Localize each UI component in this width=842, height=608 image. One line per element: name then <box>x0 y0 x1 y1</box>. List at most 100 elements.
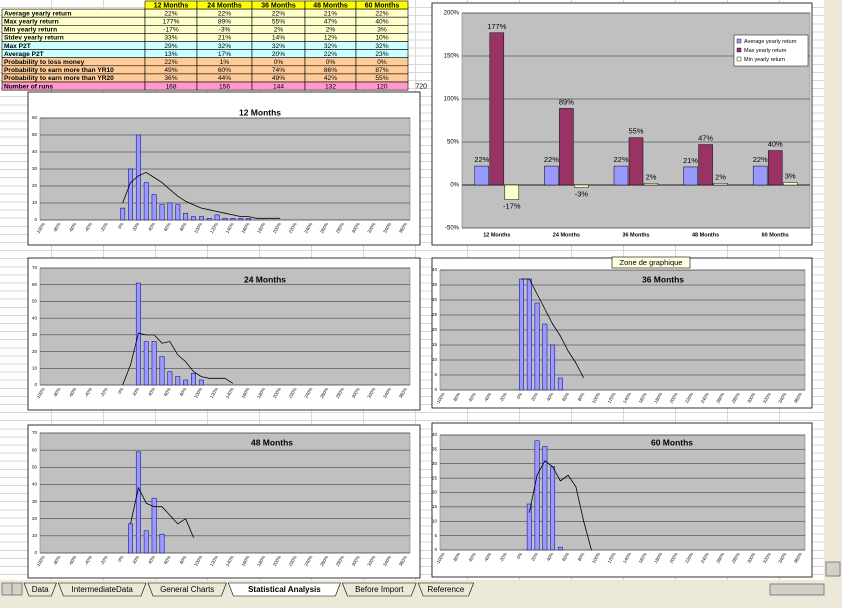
bar <box>504 184 520 200</box>
histogram-bar <box>128 168 133 221</box>
histogram-bar <box>550 344 556 391</box>
sheet-tab-label[interactable]: Statistical Analysis <box>248 585 321 594</box>
x-tick-label: 320% <box>366 222 376 234</box>
cell-value: 55% <box>375 75 388 82</box>
cell <box>355 81 409 91</box>
legend-swatch <box>736 56 742 62</box>
tab-nav-first[interactable] <box>1 582 13 596</box>
chart-title: 36 Months <box>642 274 684 284</box>
x-tick-label: 200% <box>272 555 282 567</box>
histogram-bar <box>230 218 236 221</box>
y-tick-label: 35 <box>432 447 438 452</box>
y-tick-label: 30 <box>32 332 38 337</box>
sheet-tab-label[interactable]: General Charts <box>160 585 214 594</box>
x-tick-label: 340% <box>777 552 787 564</box>
sheet-tab[interactable] <box>417 582 475 597</box>
x-tick-label: 160% <box>638 392 648 404</box>
bar <box>613 165 629 186</box>
x-tick-label: -20% <box>99 387 109 399</box>
x-tick-label: 240% <box>303 555 313 567</box>
x-tick-label: 120% <box>209 387 219 399</box>
sheet-tab-label[interactable]: Data <box>32 585 49 594</box>
x-tick-label: 100% <box>591 392 601 404</box>
sheet-tab[interactable] <box>23 582 57 597</box>
histogram-bar <box>143 341 149 386</box>
x-tick-label: 120% <box>607 552 617 564</box>
sheet-tab[interactable] <box>57 582 147 597</box>
x-tick-label: -60% <box>68 222 78 234</box>
cell-value: 22% <box>164 59 177 66</box>
row-label: Stdev yearly return <box>4 35 64 42</box>
cell-value: 17% <box>218 51 231 58</box>
bar <box>767 150 783 186</box>
x-tick-label: 24 Months <box>553 232 580 238</box>
legend-swatch <box>736 38 742 44</box>
cell-value: 49% <box>272 75 285 82</box>
sheet-tab[interactable] <box>341 582 417 597</box>
trend-line <box>130 486 194 538</box>
x-tick-label: 20% <box>131 387 140 397</box>
bar <box>574 184 589 188</box>
cell-value: 74% <box>272 67 285 74</box>
y-tick-label: 0 <box>434 547 437 552</box>
histogram-bar <box>238 218 244 221</box>
y-tick-label: 0 <box>34 382 37 387</box>
trend-line <box>528 460 592 551</box>
x-tick-label: 240% <box>303 387 313 399</box>
cell-value: 22% <box>272 10 285 17</box>
x-tick-label: 36 Months <box>622 232 649 238</box>
histogram-bar <box>246 218 252 221</box>
x-tick-label: 100% <box>193 222 203 234</box>
x-tick-label: 0% <box>516 552 524 560</box>
scroll-down[interactable] <box>825 561 841 577</box>
horizontal-scrollbar[interactable] <box>769 583 825 596</box>
cell-value: 177% <box>163 19 180 26</box>
histogram-bar <box>222 218 228 221</box>
x-tick-label: 180% <box>653 552 663 564</box>
tab-nav-prev[interactable] <box>11 582 23 596</box>
sheet-tab[interactable] <box>147 582 227 597</box>
y-tick-label: 60 <box>32 447 38 452</box>
legend-label: Average yearly return <box>744 39 796 45</box>
histogram-bar <box>167 202 173 221</box>
y-tick-label: 20 <box>32 349 38 354</box>
sheet-tab-label[interactable]: Reference <box>427 585 464 594</box>
histogram-bar <box>135 451 141 554</box>
y-tick-label: 20 <box>432 490 438 495</box>
bar <box>713 183 728 186</box>
cell-value: 168 <box>165 83 176 90</box>
y-tick-label: 10 <box>432 518 438 523</box>
x-tick-label: 20% <box>131 555 140 565</box>
x-tick-label: 320% <box>762 552 772 564</box>
histogram-bar <box>542 323 548 391</box>
y-tick-label: 60 <box>32 115 38 120</box>
y-tick-label: 70 <box>32 265 38 270</box>
active-sheet-tab[interactable] <box>227 582 341 597</box>
histogram-bar <box>167 371 173 386</box>
x-tick-label: 140% <box>225 387 235 399</box>
cell-value: 12% <box>324 35 337 42</box>
cell-value: 55% <box>272 19 285 26</box>
histogram-bar <box>128 523 133 554</box>
histogram-bar <box>191 216 196 221</box>
sheet-tab-label[interactable]: IntermediateData <box>72 585 134 594</box>
cell-value: 36% <box>164 75 177 82</box>
cell-value: 23% <box>375 51 388 58</box>
x-tick-label: 180% <box>256 222 266 234</box>
x-tick-label: 20% <box>530 552 539 562</box>
y-tick-label: 15 <box>432 342 438 347</box>
column-header: 48 Months <box>313 2 348 9</box>
x-tick-label: -60% <box>467 392 477 404</box>
histogram-bar <box>534 302 540 391</box>
x-tick-label: 140% <box>622 552 632 564</box>
histogram-bar <box>159 356 165 386</box>
sheet-tab-label[interactable]: Before Import <box>355 585 404 594</box>
bar-value-label: 2% <box>646 172 657 181</box>
histogram-bar <box>542 446 548 551</box>
cell-value: 120 <box>376 83 387 90</box>
bar-value-label: 22% <box>474 155 489 164</box>
x-tick-label: 220% <box>288 222 298 234</box>
vertical-scrollbar[interactable] <box>824 0 842 580</box>
cell-value: 0% <box>326 59 336 66</box>
